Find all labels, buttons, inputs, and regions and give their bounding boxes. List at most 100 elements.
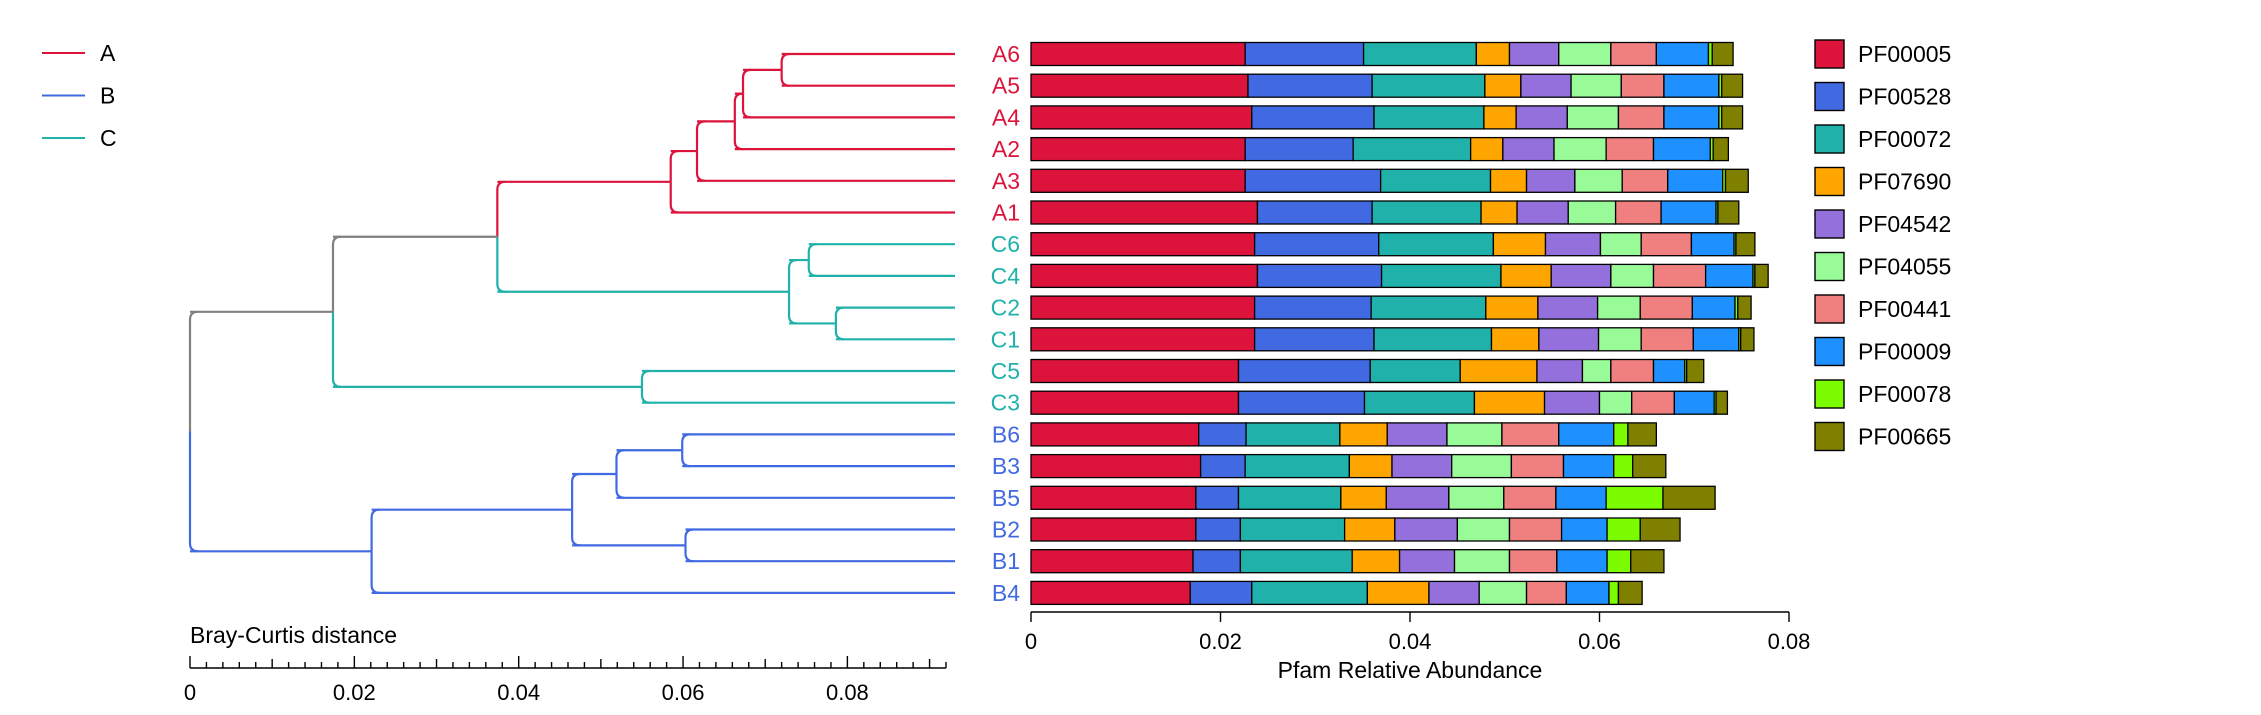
bar-segment-pf00441 (1605, 136, 1655, 162)
bar-segment-pf00005 (1030, 105, 1253, 130)
dendrogram-connector (331, 235, 342, 312)
bar-segment-pf00665 (1721, 105, 1744, 130)
bar-segment-pf04542 (1428, 580, 1480, 606)
leaf-label-a1: A1 (992, 200, 1020, 226)
distance-tick-label: 0.04 (497, 680, 540, 705)
bar-segment-pf07690 (1480, 200, 1518, 225)
bar-row-a2 (1030, 136, 1730, 162)
bar-segment-pf00665 (1717, 200, 1740, 225)
bar-segment-pf00009 (1673, 390, 1715, 415)
bar-segment-pf00009 (1652, 358, 1686, 384)
bar-segment-pf00072 (1362, 41, 1477, 67)
bar-segment-pf04542 (1502, 136, 1555, 162)
bar-segment-pf00005 (1030, 517, 1197, 542)
legend-swatch-pf07690 (1814, 166, 1845, 197)
dendrogram-connector (615, 449, 625, 475)
leaf-label-a2: A2 (992, 136, 1020, 162)
bar-segment-pf07690 (1489, 168, 1528, 193)
bar-segment-pf00005 (1030, 136, 1246, 162)
bar-segment-pf00072 (1237, 485, 1342, 510)
bar-segment-pf07690 (1366, 580, 1430, 606)
bar-segment-pf00528 (1247, 73, 1373, 98)
bar-segment-pf00072 (1371, 73, 1486, 98)
dendrogram-connector (496, 180, 506, 237)
abundance-tick-label: 0.04 (1389, 629, 1432, 654)
bar-segment-pf00665 (1662, 485, 1716, 510)
bar-segment-pf00072 (1371, 200, 1482, 225)
bar-segment-pf07690 (1492, 232, 1547, 257)
bar-segment-pf04542 (1398, 549, 1456, 574)
dendrogram-connector (695, 151, 706, 182)
bar-segment-pf00072 (1245, 422, 1341, 447)
bar-segment-pf04542 (1520, 73, 1572, 98)
dendrogram-connector (834, 306, 844, 324)
leaf-label-c3: C3 (991, 390, 1020, 416)
leaf-label-c4: C4 (991, 263, 1021, 289)
bar-row-b5 (1030, 485, 1716, 510)
dendrogram-connector (615, 474, 625, 499)
dendrogram-connector (370, 508, 380, 552)
bar-segment-pf00441 (1610, 358, 1655, 384)
dendrogram-connector (188, 310, 199, 432)
legend-swatch-pf00078 (1814, 379, 1845, 409)
bar-segment-pf00009 (1690, 232, 1735, 257)
dendrogram-connector (640, 386, 651, 404)
bar-segment-pf04542 (1515, 105, 1568, 130)
bar-segment-pf00005 (1030, 263, 1259, 289)
dendrogram-connector (834, 323, 844, 341)
bar-segment-pf00009 (1663, 73, 1720, 98)
bar-segment-pf00005 (1030, 73, 1249, 98)
bar-row-a3 (1030, 168, 1749, 193)
bar-segment-pf04055 (1448, 485, 1505, 510)
legend-label-pf00009: PF00009 (1858, 339, 1951, 365)
bar-segment-pf04055 (1453, 549, 1511, 574)
dendrogram-connector (681, 450, 691, 468)
legend-label-c: C (100, 125, 117, 151)
abundance-axis-title: Pfam Relative Abundance (1278, 657, 1543, 683)
bar-segment-pf07690 (1490, 327, 1540, 352)
bar-segment-pf04055 (1478, 580, 1528, 606)
dendrogram-connector (807, 260, 817, 277)
abundance-tick-label: 0 (1025, 629, 1037, 654)
bar-row-b1 (1030, 549, 1665, 574)
legend-swatch-pf04055 (1814, 251, 1845, 282)
legend-swatch-pf00005 (1814, 39, 1845, 69)
bar-segment-pf00005 (1030, 485, 1197, 510)
bar-segment-pf00665 (1712, 136, 1730, 162)
leaf-labels: A6 A5 A4 A2 A3 A1 C6 C4 C2 C1 C5 C3 B6 B3 B5 B2 B1 B4 (991, 41, 1021, 606)
bar-segment-pf00665 (1711, 41, 1734, 67)
bar-segment-pf04542 (1543, 390, 1601, 415)
legend-label-pf00665: PF00665 (1858, 424, 1951, 450)
dendrogram-connector (571, 509, 581, 547)
bar-row-c2 (1030, 295, 1752, 320)
bar-segment-pf00665 (1630, 549, 1665, 574)
dendrogram-connector (571, 472, 581, 510)
leaf-label-a6: A6 (992, 41, 1020, 67)
bar-segment-pf00072 (1239, 517, 1346, 542)
bar-segment-pf04055 (1446, 422, 1503, 447)
bar-segment-pf04055 (1567, 200, 1617, 225)
bar-segment-pf00665 (1754, 263, 1769, 289)
bar-segment-pf00441 (1525, 580, 1567, 606)
legend-swatch-pf00009 (1814, 336, 1845, 367)
bar-segment-pf00441 (1501, 422, 1560, 447)
leaf-label-c1: C1 (991, 326, 1020, 352)
bar-segment-pf00072 (1251, 580, 1369, 606)
bar-row-b4 (1030, 580, 1643, 606)
bar-segment-pf00528 (1195, 517, 1242, 542)
bar-row-c1 (1030, 327, 1755, 352)
legend-label-pf00078: PF00078 (1858, 381, 1951, 407)
bar-segment-pf00072 (1363, 390, 1476, 415)
bar-row-b3 (1030, 453, 1667, 479)
bar-segment-pf00005 (1030, 390, 1240, 415)
bar-segment-pf00072 (1373, 327, 1493, 352)
bar-segment-pf04542 (1544, 232, 1602, 257)
legend-label-pf04055: PF04055 (1858, 254, 1951, 280)
abundance-tick-label: 0.08 (1768, 629, 1811, 654)
bar-segment-pf00072 (1380, 263, 1502, 289)
bar-segment-pf04055 (1570, 73, 1622, 98)
bar-segment-pf00009 (1558, 422, 1615, 447)
bar-segment-pf00009 (1691, 295, 1736, 320)
bar-segment-pf00072 (1369, 358, 1461, 384)
